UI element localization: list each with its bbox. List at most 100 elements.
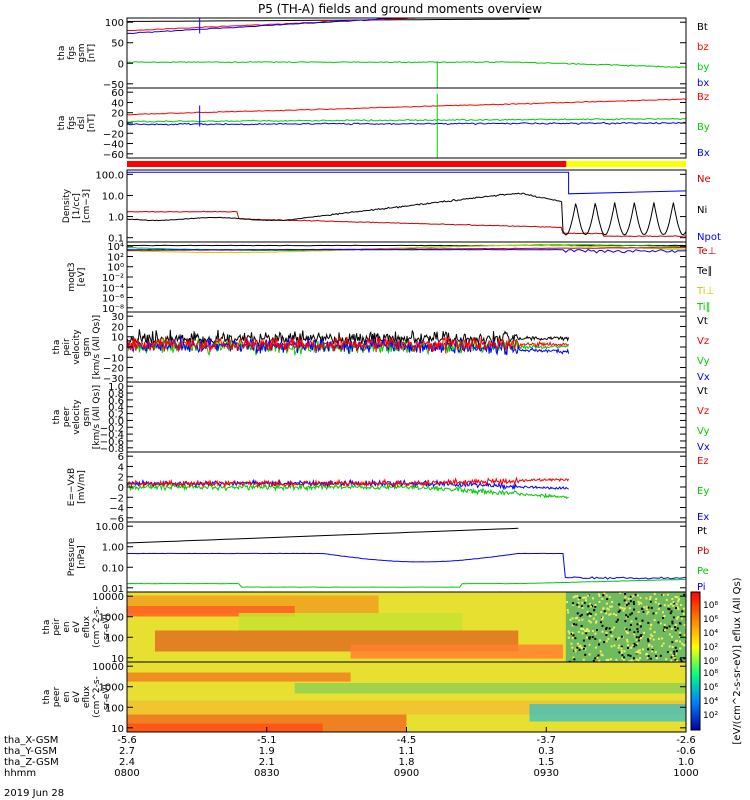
ion-speckle (607, 658, 610, 661)
ion-speckle (649, 598, 652, 601)
ion-speckle (591, 630, 594, 633)
y-tick-label: −0.4 (100, 430, 124, 441)
y-tick-label: −0.6 (100, 437, 124, 448)
ion-speckle (655, 656, 658, 659)
ion-speckle (587, 594, 590, 597)
ion-speckle (645, 597, 648, 600)
ion-speckle (569, 618, 572, 621)
ion-speckle (617, 610, 620, 613)
ion-speckle (583, 645, 586, 648)
ylabel-line: gsm (82, 407, 92, 426)
ion-speckle (661, 593, 664, 596)
ion-speckle (683, 593, 686, 596)
y-tick-label: 0.10 (102, 563, 124, 574)
ion-speckle (605, 612, 608, 615)
ion-speckle (633, 594, 636, 597)
ion-speckle (590, 605, 593, 608)
ion-speckle (621, 657, 624, 660)
x-row-label: hhmm (4, 768, 36, 779)
ion-speckle (662, 642, 665, 645)
ion-speckle (666, 593, 669, 596)
ion-speckle (668, 645, 671, 648)
ion-speckle (620, 651, 623, 654)
ion-speckle (681, 610, 684, 613)
ion-speckle (594, 657, 597, 660)
ion-speckle (635, 658, 638, 661)
ylabel-line: eV (72, 690, 82, 703)
ion-speckle (671, 654, 674, 657)
fgs-gsm-plot-area (127, 18, 686, 88)
ion-speckle (575, 616, 578, 619)
y-tick-label: 10.0 (102, 191, 124, 202)
ion-speckle (663, 604, 666, 607)
legend-Npot: Npot (697, 232, 721, 243)
ion-speckle (653, 592, 656, 595)
ion-speckle (671, 597, 674, 600)
ion-speckle (611, 628, 614, 631)
y-tick-label: 1.0 (108, 382, 124, 393)
ylabel-line: E=−VxB (67, 468, 77, 506)
peer-velocity-frame (126, 381, 687, 453)
ion-speckle (622, 609, 625, 612)
ion-speckle (584, 653, 587, 656)
ion-speckle (601, 630, 604, 633)
ion-speckle (594, 646, 597, 649)
ion-speckle (616, 638, 619, 641)
x-tick-label: 1.0 (678, 757, 694, 768)
ion-speckle (670, 627, 673, 630)
ion-speckle (649, 600, 652, 603)
ion-speckle (609, 605, 612, 608)
ion-speckle (651, 635, 654, 638)
legend-Vy: Vy (697, 426, 710, 437)
ion-speckle (636, 623, 639, 626)
ion-speckle (674, 595, 677, 598)
ion-speckle (624, 620, 627, 623)
ion-speckle (629, 597, 632, 600)
ion-speckle (584, 596, 587, 599)
y-tick-label: −4 (109, 504, 124, 515)
ion-speckle (667, 607, 670, 610)
ion-speckle (597, 643, 600, 646)
ion-speckle (599, 650, 602, 653)
legend-Pb: Pb (697, 546, 709, 557)
ion-speckle (594, 604, 597, 607)
y-tick-label: 0 (118, 59, 124, 70)
ion-speckle (628, 660, 631, 662)
x-tick-label: 0800 (114, 768, 139, 779)
peir-spectrogram-ylabel: tha peir en eV eflux (cm^2-s-sr-eV) (42, 606, 112, 648)
colorbar-tick: 10⁰ (703, 657, 718, 667)
ion-speckle (625, 629, 628, 632)
y-tick-label: 1000 (99, 613, 124, 624)
x-tick-label: 0900 (394, 768, 419, 779)
peer-spectrogram-band (127, 672, 351, 682)
y-tick-label: 1.00 (102, 543, 124, 554)
ion-speckle (580, 605, 583, 608)
ion-speckle (633, 645, 636, 648)
ylabel-line: moqt3 (67, 262, 77, 291)
ion-speckle (612, 612, 615, 615)
density-ylabel: Density [1/cc] [cm−3] (62, 188, 92, 223)
legend-Bx: Bx (697, 148, 710, 159)
ion-speckle (608, 596, 611, 599)
x-tick-label: 1.9 (259, 746, 275, 757)
ylabel-line: eflux (82, 685, 92, 708)
pressure-plot-area (127, 527, 686, 588)
ion-speckle (603, 592, 606, 595)
ion-speckle (631, 660, 634, 662)
ion-speckle (595, 621, 598, 624)
ion-speckle (672, 604, 675, 607)
y-tick-label: 0 (118, 119, 124, 130)
ylabel-line: peer (62, 406, 72, 427)
ion-speckle (625, 616, 628, 619)
Ex-trace (127, 478, 569, 491)
ion-speckle (601, 654, 604, 657)
ion-speckle (599, 621, 602, 624)
ion-speckle (628, 607, 631, 610)
ion-speckle (586, 627, 589, 630)
ion-speckle (670, 659, 673, 662)
y-tick-label: 10⁴ (107, 242, 124, 253)
y-tick-label: 10⁻⁶ (102, 294, 124, 305)
ion-speckle (631, 644, 634, 647)
ion-speckle (598, 593, 601, 596)
